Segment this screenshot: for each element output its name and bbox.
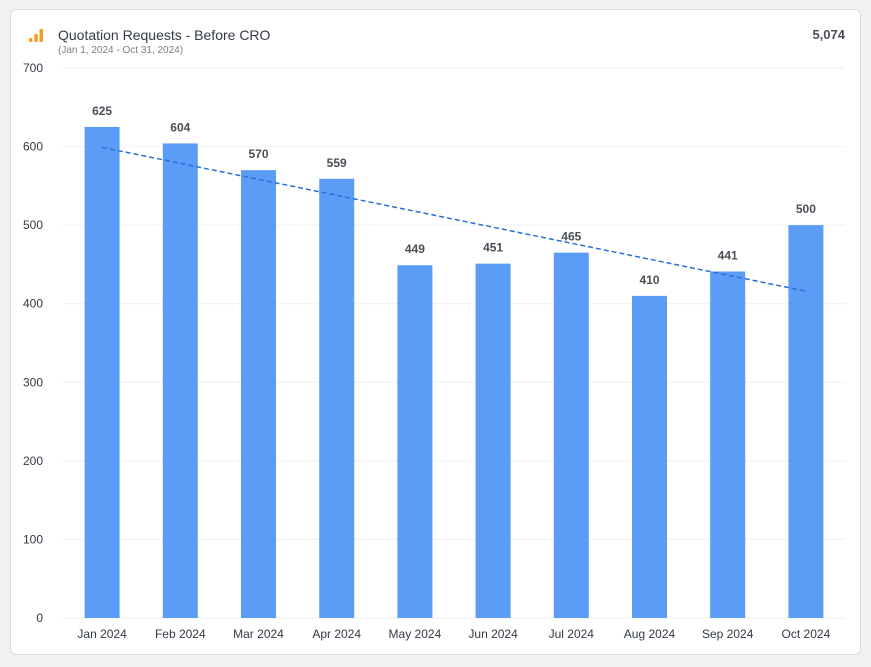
bar-value-label: 570 — [248, 147, 268, 161]
y-tick-label: 600 — [23, 140, 43, 154]
chart-subtitle: (Jan 1, 2024 - Oct 31, 2024) — [58, 45, 184, 56]
y-tick-label: 200 — [23, 454, 43, 468]
bar-value-label: 465 — [561, 230, 581, 244]
total-value: 5,074 — [812, 27, 845, 42]
y-tick-label: 300 — [23, 375, 43, 389]
bar-value-label: 625 — [92, 104, 112, 118]
bar — [710, 271, 746, 618]
bar — [632, 295, 667, 618]
bar — [162, 143, 198, 618]
bar-value-label: 449 — [405, 242, 425, 256]
bar — [319, 178, 355, 619]
x-tick-label: Sep 2024 — [702, 627, 754, 641]
bar-value-label: 604 — [170, 120, 190, 134]
trend-line — [101, 146, 807, 292]
x-tick-label: Oct 2024 — [782, 627, 831, 641]
y-tick-label: 500 — [23, 218, 43, 232]
x-tick-label: Apr 2024 — [312, 627, 361, 641]
x-tick-label: Mar 2024 — [233, 627, 284, 641]
bar-value-label: 500 — [796, 202, 816, 216]
bar-value-label: 441 — [718, 249, 738, 263]
bar — [475, 263, 511, 618]
bar-value-label: 451 — [483, 241, 503, 255]
bar — [788, 225, 824, 618]
y-tick-label: 0 — [36, 611, 43, 625]
x-tick-label: May 2024 — [389, 627, 442, 641]
bar-value-label: 559 — [327, 156, 347, 170]
bar — [397, 265, 433, 618]
x-tick-label: Aug 2024 — [624, 627, 676, 641]
bar — [553, 252, 589, 618]
y-tick-label: 100 — [23, 532, 43, 546]
x-tick-label: Feb 2024 — [155, 627, 206, 641]
x-tick-label: Jul 2024 — [549, 627, 595, 641]
bar-chart-icon — [29, 29, 43, 42]
bar — [84, 126, 120, 618]
chart-title: Quotation Requests - Before CRO — [58, 27, 271, 43]
y-tick-label: 400 — [23, 297, 43, 311]
y-tick-label: 700 — [23, 61, 43, 75]
x-tick-label: Jun 2024 — [468, 627, 518, 641]
bar — [241, 170, 276, 618]
x-tick-label: Jan 2024 — [77, 627, 127, 641]
bar-value-label: 410 — [639, 273, 659, 287]
